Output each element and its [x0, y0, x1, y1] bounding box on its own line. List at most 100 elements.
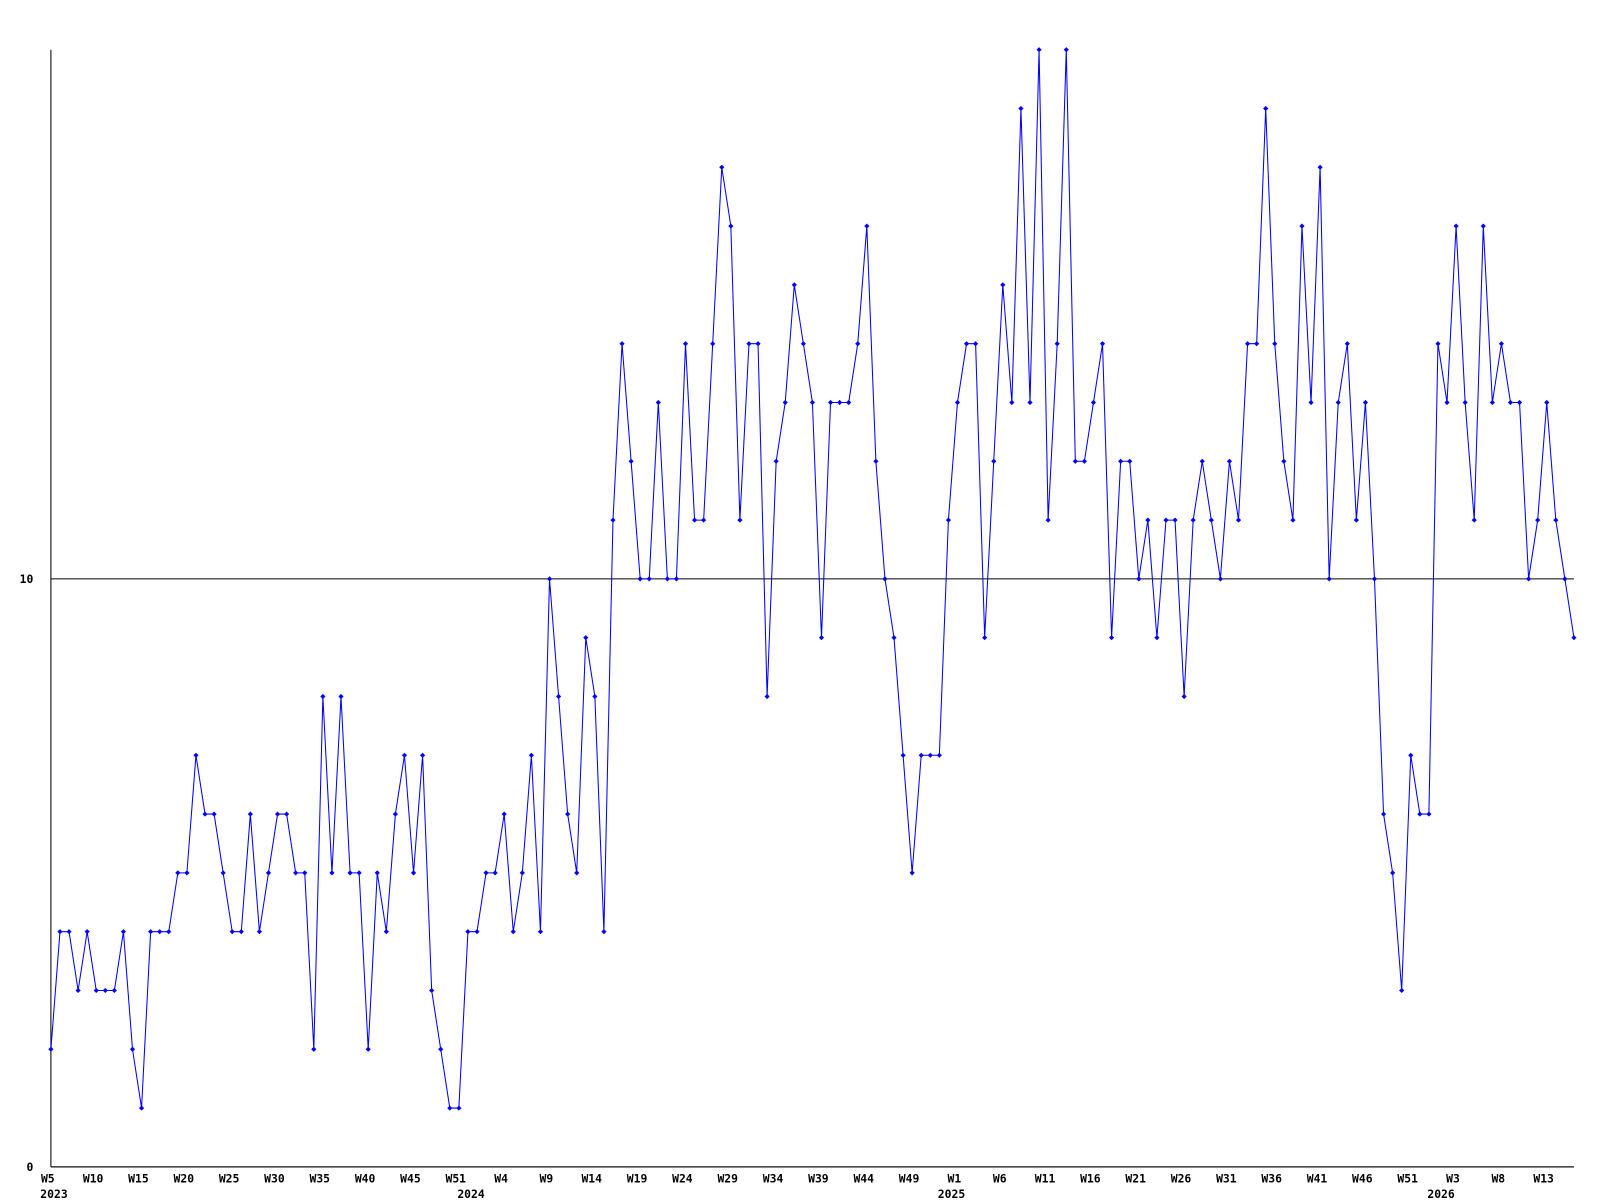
data-point [936, 752, 942, 758]
data-point [546, 576, 553, 582]
data-point [202, 811, 208, 817]
data-point [837, 399, 843, 406]
data-point [1353, 517, 1359, 523]
x-tick-label: W4 [494, 1171, 508, 1185]
data-point [374, 870, 380, 876]
x-tick-label: W51 [1397, 1171, 1418, 1185]
data-point [1172, 517, 1178, 523]
data-point [510, 929, 516, 935]
data-point [447, 1105, 453, 1111]
data-point [1145, 517, 1151, 523]
data-point [338, 693, 344, 700]
data-point [84, 929, 90, 935]
data-point [1181, 693, 1187, 700]
x-tick-label: W10 [83, 1171, 104, 1185]
x-tick-label: W9 [540, 1171, 554, 1185]
data-point [1480, 223, 1486, 229]
data-point [193, 752, 199, 758]
x-tick-label: W25 [219, 1171, 240, 1185]
data-point [1009, 399, 1015, 406]
data-point [782, 399, 788, 406]
x-tick-label: W35 [309, 1171, 330, 1185]
data-point [320, 693, 326, 700]
data-point [1362, 399, 1369, 406]
data-point [891, 635, 897, 641]
data-point [157, 929, 163, 935]
data-point [311, 1046, 317, 1052]
data-point [274, 811, 281, 817]
data-point [963, 341, 970, 347]
data-point [1498, 341, 1505, 347]
data-point [166, 929, 172, 935]
data-point [392, 811, 398, 817]
data-point [528, 752, 534, 758]
year-label: 2025 [938, 1187, 966, 1200]
data-point [148, 929, 154, 935]
data-point [1000, 282, 1006, 288]
data-point [1308, 399, 1314, 406]
x-tick-label: W14 [581, 1171, 602, 1185]
data-point [664, 576, 670, 582]
year-label: 2023 [40, 1187, 68, 1200]
data-point [846, 399, 852, 406]
data-point [728, 223, 734, 229]
data-point [383, 929, 389, 935]
data-point [682, 341, 689, 347]
data-point [1199, 458, 1205, 464]
data-point [1045, 517, 1051, 523]
data-point [882, 576, 888, 582]
data-point [111, 987, 117, 994]
data-point [1036, 47, 1042, 53]
data-point [365, 1046, 371, 1052]
data-point [1408, 752, 1414, 758]
data-point [1054, 341, 1060, 347]
data-point [483, 870, 489, 876]
data-point [710, 341, 716, 347]
data-point [501, 811, 507, 817]
data-point [284, 811, 290, 817]
data-point [1462, 399, 1468, 406]
data-point [800, 341, 806, 347]
data-point [1163, 517, 1169, 523]
x-tick-label: W29 [717, 1171, 738, 1185]
x-tick-label: W5 [41, 1171, 55, 1185]
data-point [220, 870, 226, 876]
x-tick-label: W8 [1491, 1171, 1505, 1185]
x-tick-label: W19 [627, 1171, 648, 1185]
x-tick-label: W39 [808, 1171, 829, 1185]
x-tick-label: W51 [445, 1171, 466, 1185]
x-tick-label: W49 [899, 1171, 920, 1185]
data-point [827, 399, 834, 406]
data-point [120, 929, 127, 935]
x-tick-label: W44 [853, 1171, 874, 1185]
data-point [791, 282, 797, 288]
data-point [583, 635, 589, 641]
data-point [973, 341, 979, 347]
data-point [1154, 635, 1160, 641]
data-point [75, 987, 81, 994]
data-point [537, 929, 544, 935]
x-tick-label: W6 [993, 1171, 1007, 1185]
data-point [66, 929, 72, 935]
data-point [175, 870, 181, 876]
data-point [1371, 576, 1378, 582]
data-point [1263, 105, 1269, 112]
data-point [429, 987, 435, 994]
data-point [1208, 517, 1214, 523]
data-point [1281, 458, 1287, 464]
data-point [465, 929, 471, 935]
data-point [456, 1105, 462, 1111]
x-tick-label: W3 [1446, 1171, 1460, 1185]
data-point [1571, 635, 1577, 641]
data-point [1417, 811, 1423, 817]
x-tick-label: W1 [948, 1171, 962, 1185]
data-point [1109, 635, 1115, 641]
x-tick-label: W46 [1352, 1171, 1373, 1185]
data-point [519, 870, 525, 876]
x-tick-label: W15 [128, 1171, 149, 1185]
data-point [927, 752, 933, 758]
data-point [129, 1046, 136, 1052]
x-tick-label: W13 [1533, 1171, 1554, 1185]
